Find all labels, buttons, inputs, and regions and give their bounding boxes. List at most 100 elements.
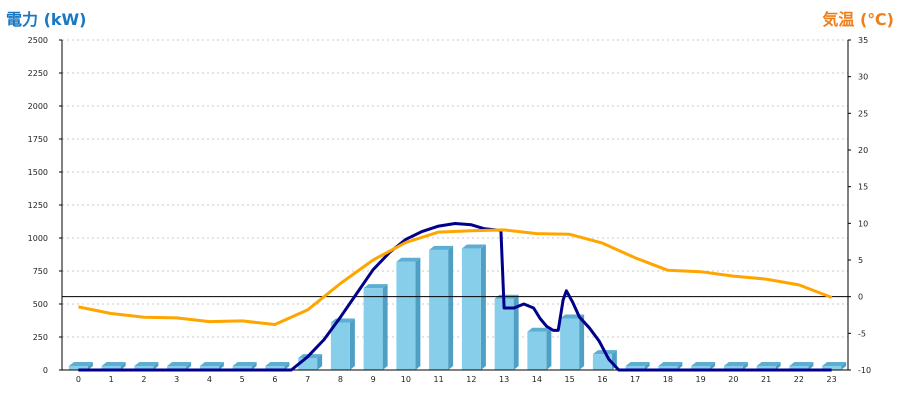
- bar-front: [822, 366, 842, 370]
- left-axis-title: 電力 (kW): [6, 10, 87, 29]
- x-tick-label: 10: [401, 375, 411, 384]
- bar: [527, 327, 552, 370]
- bar-front: [167, 366, 187, 370]
- bar: [789, 362, 814, 370]
- bar-front: [363, 288, 383, 370]
- bar-top: [789, 362, 814, 366]
- bar: [101, 362, 126, 370]
- bar: [756, 362, 781, 370]
- bar-top: [167, 362, 192, 366]
- left-tick-label: 2250: [28, 69, 48, 78]
- bar-side: [415, 257, 421, 370]
- bar-side: [841, 362, 847, 370]
- x-tick-label: 23: [827, 375, 837, 384]
- bar: [723, 362, 748, 370]
- bar: [134, 362, 159, 370]
- bar-front: [232, 366, 252, 370]
- bar-front: [527, 331, 547, 370]
- bar: [232, 362, 257, 370]
- bar-top: [822, 362, 847, 366]
- right-tick-label: 35: [858, 36, 868, 45]
- x-tick-label: 9: [371, 375, 376, 384]
- bar-front: [756, 366, 776, 370]
- bar-top: [68, 362, 93, 366]
- bar: [363, 284, 388, 370]
- bar-front: [330, 322, 350, 370]
- right-tick-label: 20: [858, 146, 868, 155]
- x-tick-label: 13: [499, 375, 509, 384]
- bar-front: [789, 366, 809, 370]
- bar: [691, 362, 716, 370]
- right-axis-title: 気温 (℃): [822, 10, 894, 29]
- bar-front: [199, 366, 219, 370]
- bar-side: [382, 284, 388, 370]
- right-tick-label: 0: [858, 293, 863, 302]
- x-tick-label: 8: [338, 375, 343, 384]
- right-tick-label: 10: [858, 219, 868, 228]
- left-tick-label: 2000: [28, 102, 48, 111]
- bar-side: [284, 362, 290, 370]
- bar-front: [494, 298, 514, 370]
- bar-side: [480, 244, 486, 370]
- bar: [199, 362, 224, 370]
- x-tick-label: 3: [174, 375, 179, 384]
- bar-top: [723, 362, 748, 366]
- left-tick-label: 1750: [28, 135, 48, 144]
- bar-top: [396, 257, 421, 262]
- x-tick-label: 2: [141, 375, 146, 384]
- left-tick-label: 2500: [28, 36, 48, 45]
- bar: [167, 362, 192, 370]
- bar-front: [461, 248, 481, 370]
- bar-top: [691, 362, 716, 366]
- bar-top: [232, 362, 257, 366]
- bar-front: [134, 366, 154, 370]
- bar: [330, 318, 355, 370]
- right-tick-label: 15: [858, 183, 868, 192]
- right-tick-label: 30: [858, 73, 868, 82]
- bar-top: [756, 362, 781, 366]
- right-tick-label: -5: [858, 329, 866, 338]
- bar: [494, 294, 519, 370]
- bar-top: [461, 244, 486, 249]
- right-tick-label: -10: [858, 366, 871, 375]
- bar: [560, 314, 585, 370]
- bar: [265, 362, 290, 370]
- bar-front: [68, 366, 88, 370]
- bar-front: [560, 318, 580, 370]
- bar-side: [710, 362, 716, 370]
- bar-side: [218, 362, 224, 370]
- bar-front: [298, 358, 318, 370]
- bar-top: [625, 362, 650, 366]
- bar-side: [349, 318, 355, 370]
- bar-top: [429, 245, 454, 250]
- bar-top: [101, 362, 126, 366]
- x-tick-label: 12: [466, 375, 476, 384]
- bar-front: [723, 366, 743, 370]
- left-tick-label: 250: [33, 333, 48, 342]
- bar-side: [677, 362, 683, 370]
- left-tick-label: 1000: [28, 234, 48, 243]
- x-tick-label: 0: [76, 375, 81, 384]
- bar-side: [775, 362, 781, 370]
- bar: [396, 257, 421, 370]
- bar-side: [186, 362, 192, 370]
- bar-side: [153, 362, 159, 370]
- bar-front: [658, 366, 678, 370]
- bar-front: [691, 366, 711, 370]
- x-tick-label: 1: [109, 375, 114, 384]
- x-tick-label: 14: [532, 375, 542, 384]
- bar-side: [120, 362, 126, 370]
- bar-front: [625, 366, 645, 370]
- x-tick-label: 16: [597, 375, 607, 384]
- x-tick-label: 17: [630, 375, 640, 384]
- left-tick-label: 1250: [28, 201, 48, 210]
- temperature-line: [78, 228, 833, 326]
- bar-front: [101, 366, 121, 370]
- grid-lines: [62, 39, 848, 338]
- bar: [461, 244, 486, 370]
- bar: [625, 362, 650, 370]
- x-tick-label: 11: [434, 375, 444, 384]
- bar-side: [644, 362, 650, 370]
- x-tick-label: 6: [272, 375, 277, 384]
